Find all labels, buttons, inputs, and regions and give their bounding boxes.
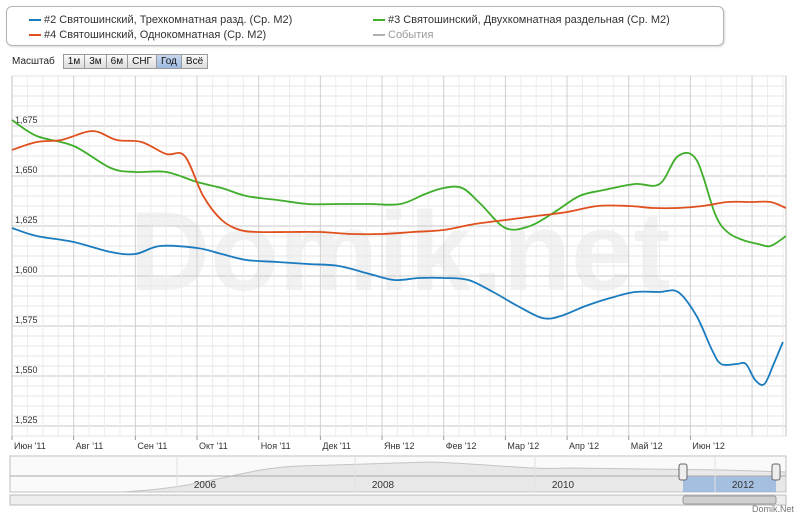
legend-label: #2 Святошинский, Трехкомнатная разд. (Ср… (44, 14, 293, 26)
navigator-series-area (119, 461, 787, 493)
x-tick-label: Дек '11 (322, 441, 351, 451)
x-tick-label: Янв '12 (384, 441, 414, 451)
x-tick-label: Мар '12 (507, 441, 539, 451)
zoom-controls: Масштаб 1м 3м 6м СНГ Год Всё (12, 54, 209, 69)
zoom-button-6m[interactable]: 6м (105, 54, 129, 69)
series-line-3[interactable] (11, 130, 787, 236)
legend-swatch (29, 19, 41, 22)
legend-swatch (373, 34, 385, 37)
y-tick-label: 1,550 (15, 365, 38, 375)
zoom-button-year[interactable]: Год (155, 54, 182, 69)
zoom-button-ytd[interactable]: СНГ (127, 54, 157, 69)
legend-item-series-2[interactable]: #2 Святошинский, Трехкомнатная разд. (Ср… (29, 14, 292, 26)
navigator-selection[interactable] (683, 476, 776, 492)
navigator-year-label: 2012 (732, 480, 755, 491)
series-line-1[interactable] (11, 227, 784, 386)
y-tick-label: 1,525 (15, 415, 38, 425)
navigator-year-label: 2010 (552, 480, 575, 491)
zoom-button-all[interactable]: Всё (180, 54, 209, 69)
y-tick-label: 1,625 (15, 215, 38, 225)
x-tick-label: Окт '11 (199, 441, 228, 451)
zoom-button-3m[interactable]: 3м (84, 54, 107, 69)
x-tick-label: Фев '12 (446, 441, 477, 451)
legend-label: События (388, 29, 434, 41)
y-tick-label: 1,675 (15, 115, 38, 125)
y-tick-label: 1,600 (15, 265, 38, 275)
legend-label: #3 Святошинский, Двухкомнатная раздельна… (388, 14, 670, 26)
scrollbar-track[interactable] (9, 494, 787, 506)
x-tick-label: Апр '12 (569, 441, 599, 451)
scrollbar-thumb[interactable] (682, 495, 777, 505)
legend-swatch (29, 34, 41, 37)
x-tick-label: Июн '12 (692, 441, 724, 451)
navigator-year-label: 2006 (194, 480, 217, 491)
x-tick-label: Июн '11 (14, 441, 46, 451)
legend-item-events[interactable]: События (373, 29, 433, 41)
legend-item-series-4[interactable]: #4 Святошинский, Однокомнатная (Ср. М2) (29, 29, 266, 41)
navigator-handle-left[interactable] (678, 463, 688, 481)
y-tick-label: 1,650 (15, 165, 38, 175)
zoom-label: Масштаб (12, 56, 55, 67)
x-tick-label: Авг '11 (76, 441, 104, 451)
chart-legend: #2 Святошинский, Трехкомнатная разд. (Ср… (6, 6, 724, 46)
navigator-year-label: 2008 (372, 480, 395, 491)
navigator-handle-right[interactable] (771, 463, 781, 481)
legend-swatch (373, 19, 385, 22)
x-tick-label: Май '12 (631, 441, 663, 451)
y-tick-label: 1,575 (15, 315, 38, 325)
x-tick-label: Сен '11 (137, 441, 167, 451)
credit-link[interactable]: Domik.Net (751, 504, 794, 514)
legend-item-series-3[interactable]: #3 Святошинский, Двухкомнатная раздельна… (373, 14, 670, 26)
series-line-2[interactable] (11, 119, 787, 248)
legend-label: #4 Святошинский, Однокомнатная (Ср. М2) (44, 29, 267, 41)
zoom-button-1m[interactable]: 1м (62, 54, 86, 69)
x-tick-label: Ноя '11 (261, 441, 291, 451)
